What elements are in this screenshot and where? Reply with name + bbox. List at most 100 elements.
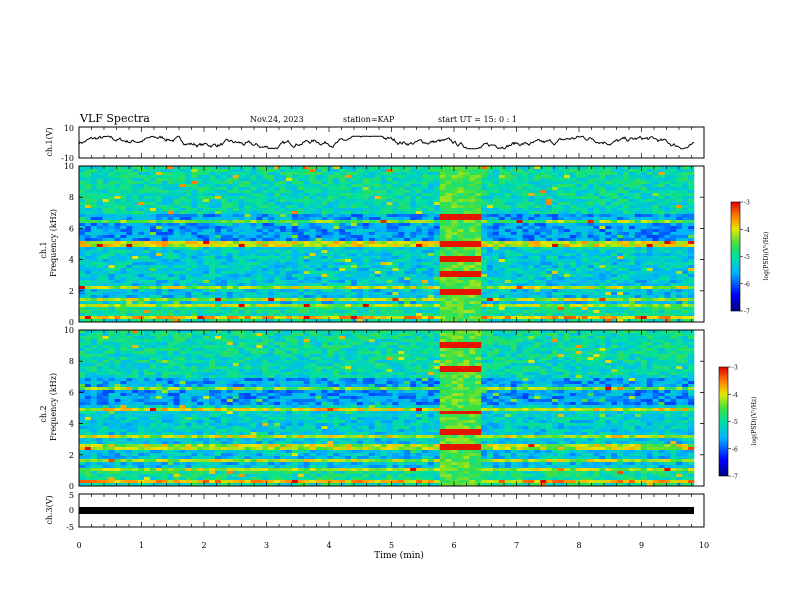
spectrogram-cell	[268, 220, 275, 224]
spectrogram-cell	[108, 244, 115, 248]
spectrogram-cell	[191, 280, 198, 284]
spectrogram-cell	[628, 274, 636, 278]
spectrogram-cell	[557, 211, 565, 215]
spectrogram-cell	[191, 271, 198, 275]
spectrogram-cell	[658, 283, 665, 287]
spectrogram-cell	[439, 283, 446, 287]
spectrogram-cell	[185, 241, 192, 245]
spectrogram-cell	[676, 271, 683, 275]
spectrogram-cell	[84, 196, 92, 200]
spectrogram-cell	[516, 259, 523, 263]
spectrogram-cell	[404, 232, 411, 236]
spectrogram-cell	[374, 232, 381, 236]
spectrogram-cell	[297, 178, 305, 182]
spectrogram-cell	[623, 280, 630, 284]
spectrogram-cell	[688, 283, 695, 287]
spectrogram-cell	[475, 217, 482, 221]
spectrogram-cell	[138, 265, 145, 269]
spectrogram-cell	[392, 277, 399, 281]
spectrogram-cell	[557, 247, 565, 251]
spectrogram-cell	[498, 232, 506, 236]
spectrogram-cell	[356, 253, 364, 257]
spectrogram-cell	[84, 298, 92, 302]
spectrogram-cell	[149, 247, 157, 251]
spectrogram-cell	[303, 184, 310, 188]
spectrogram-cell	[144, 181, 151, 185]
spectrogram-cell	[256, 280, 263, 284]
spectrogram-cell	[203, 181, 210, 185]
spectrogram-cell	[652, 199, 659, 203]
spectrogram-cell	[303, 292, 310, 296]
spectrogram-cell	[481, 286, 488, 290]
spectrogram-cell	[593, 283, 600, 287]
spectrogram-cell	[161, 232, 168, 236]
spectrogram-cell	[451, 196, 458, 200]
spectrogram-cell	[510, 262, 517, 266]
spectrogram-cell	[640, 172, 647, 176]
spectrogram-cell	[339, 271, 346, 275]
spectrogram-cell	[522, 211, 529, 215]
spectrogram-cell	[215, 205, 222, 209]
spectrogram-cell	[226, 262, 234, 266]
spectrogram-cell	[445, 220, 452, 224]
spectrogram-cell	[593, 274, 600, 278]
spectrogram-cell	[599, 172, 606, 176]
spectrogram-cell	[209, 232, 216, 236]
spectrogram-cell	[84, 190, 92, 194]
spectrogram-cell	[179, 232, 186, 236]
spectrogram-cell	[404, 166, 411, 170]
spectrogram-cell	[132, 235, 139, 239]
spectrogram-cell	[587, 229, 594, 233]
spectrogram-cell	[492, 181, 500, 185]
spectrogram-cell	[102, 226, 109, 230]
spectrogram-cell	[581, 292, 588, 296]
spectrogram-cell	[155, 187, 163, 191]
spectrogram-cell	[587, 175, 594, 179]
spectrogram-cell	[552, 289, 559, 293]
spectrogram-cell	[368, 253, 375, 257]
spectrogram-cell	[498, 220, 506, 224]
spectrogram-cell	[144, 169, 151, 173]
spectrogram-cell	[563, 274, 571, 278]
spectrogram-cell	[569, 298, 577, 302]
spectrogram-cell	[303, 238, 310, 242]
spectrogram-cell	[664, 223, 671, 227]
spectrogram-cell	[274, 253, 281, 257]
spectrogram-cell	[433, 172, 441, 176]
spectrogram-cell	[427, 169, 435, 173]
spectrogram-cell	[285, 205, 293, 209]
spectrogram-cell	[374, 301, 381, 305]
spectrogram-cell	[475, 172, 482, 176]
spectrogram-cell	[262, 274, 269, 278]
spectrogram-cell	[498, 175, 506, 179]
spectrogram-cell	[628, 250, 636, 254]
spectrogram-cell	[173, 175, 180, 179]
spectrogram-cell	[623, 292, 630, 296]
spectrogram-cell	[575, 184, 582, 188]
spectrogram-cell	[374, 181, 381, 185]
spectrogram-cell	[664, 238, 671, 242]
spectrogram-cell	[439, 202, 446, 206]
spectrogram-cell	[197, 199, 204, 203]
spectrogram-cell	[481, 253, 488, 257]
spectrogram-cell	[463, 256, 470, 260]
spectrogram-cell	[280, 241, 287, 245]
spectrogram-cell	[215, 268, 222, 272]
spectrogram-cell	[534, 166, 541, 170]
spectrogram-cell	[688, 220, 695, 224]
spectrogram-cell	[498, 229, 506, 233]
spectrogram-cell	[605, 208, 612, 212]
spectrogram-cell	[155, 178, 163, 182]
spectrogram-cell	[581, 184, 588, 188]
spectrogram-cell	[108, 250, 115, 254]
spectrogram-cell	[581, 253, 588, 257]
spectrogram-cell	[504, 178, 511, 182]
spectrogram-cell	[445, 262, 452, 266]
spectrogram-cell	[605, 229, 612, 233]
spectrogram-cell	[688, 205, 695, 209]
spectrogram-cell	[339, 178, 346, 182]
spectrogram-cell	[120, 175, 127, 179]
spectrogram-cell	[274, 199, 281, 203]
spectrogram-cell	[250, 235, 257, 239]
spectrogram-cell	[398, 199, 405, 203]
